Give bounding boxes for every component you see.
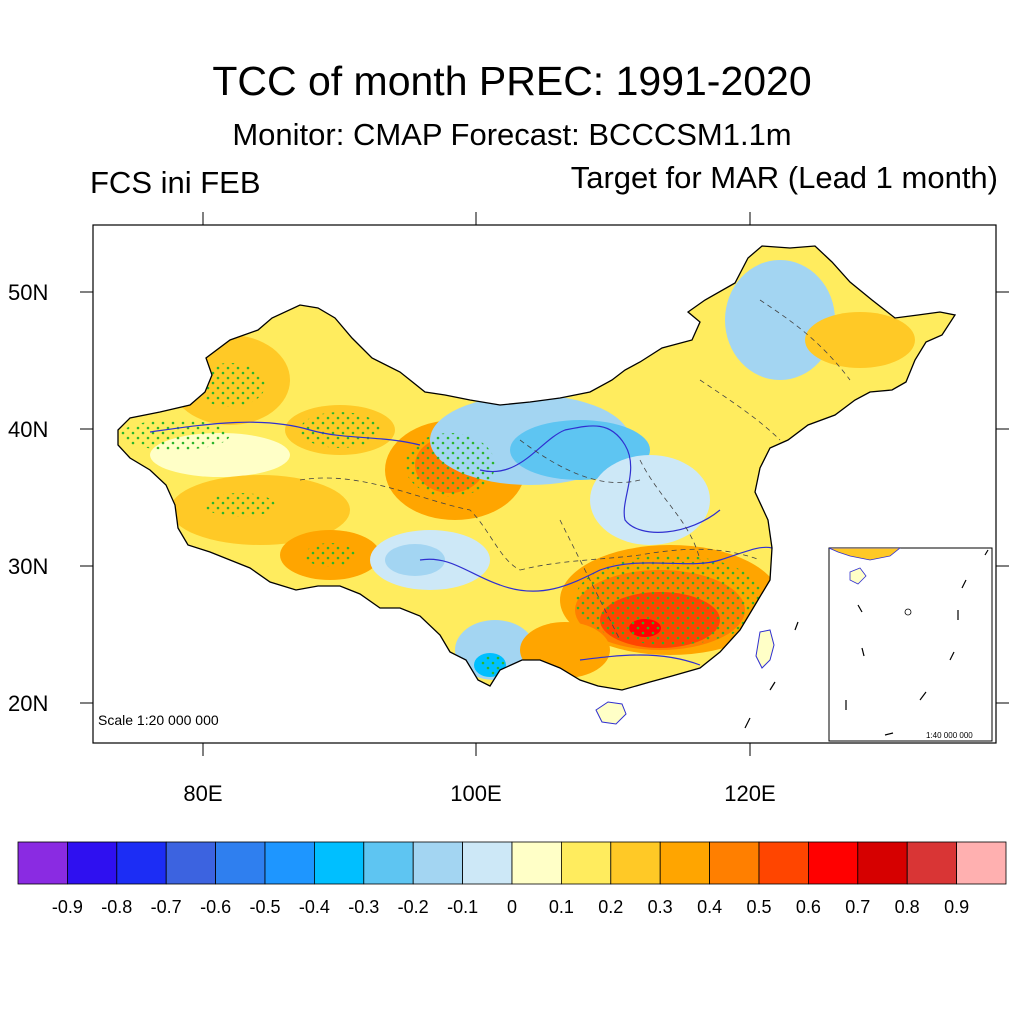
colorbar-tick-label: -0.1 <box>447 897 478 917</box>
field-patch <box>725 260 835 380</box>
province-boundaries <box>299 299 851 641</box>
target-month-label: Target for MAR (Lead 1 month) <box>570 160 998 195</box>
stipple-region <box>305 543 355 567</box>
inset-hainan <box>849 567 867 585</box>
colorbar-tick-label: -0.7 <box>151 897 182 917</box>
inset-scale-label: 1:40 000 000 <box>926 731 973 740</box>
colorbar-tick-label: 0.8 <box>895 897 920 917</box>
stipple-region <box>195 363 265 407</box>
south-china-sea-inset: 1:40 000 000 <box>828 547 993 742</box>
sea-dash <box>769 681 776 691</box>
significance-stipple <box>120 363 765 675</box>
inset-dash <box>857 604 863 613</box>
colorbar-tick-label: 0.5 <box>746 897 771 917</box>
chart-subtitle: Monitor: CMAP Forecast: BCCCSM1.1m <box>232 117 792 152</box>
colorbar-tick-label: -0.8 <box>101 897 132 917</box>
field-patch <box>385 544 445 576</box>
inset-dash <box>949 651 955 661</box>
tarim-river <box>149 421 421 446</box>
axis-ticks <box>80 212 1009 756</box>
colorbar-swatch <box>956 841 1007 885</box>
colorbar-tick-label: -0.3 <box>348 897 379 917</box>
lat-label-40: 40N <box>8 417 48 442</box>
boundary <box>759 299 851 381</box>
lon-label-80: 80E <box>183 781 222 806</box>
colorbar-swatch <box>17 841 68 885</box>
yangtze-river <box>419 546 773 592</box>
inset-dash <box>961 579 967 589</box>
chart-title: TCC of month PREC: 1991-2020 <box>212 58 812 104</box>
south-sea-dashes <box>744 621 799 729</box>
field-patch <box>805 312 915 368</box>
colorbar-swatch <box>264 841 315 885</box>
inset-coastline <box>829 548 901 561</box>
inset-dash <box>919 691 927 701</box>
initial-month-label: FCS ini FEB <box>90 165 261 200</box>
lat-label-20: 20N <box>8 691 48 716</box>
colorbar-swatch <box>906 841 958 885</box>
sea-dash <box>744 717 751 729</box>
colorbar-tick-label: -0.4 <box>299 897 330 917</box>
map-scale-label: Scale 1:20 000 000 <box>98 712 219 728</box>
stipple-region <box>300 412 380 448</box>
field-patch <box>590 455 710 545</box>
stipple-region <box>205 493 275 517</box>
colorbar <box>17 841 1007 885</box>
colorbar-tick-label: 0.3 <box>648 897 673 917</box>
colorbar-swatch <box>313 841 365 885</box>
stipple-region <box>120 420 230 450</box>
stipple-region <box>405 433 495 497</box>
colorbar-swatch <box>758 841 809 885</box>
colorbar-swatch <box>511 841 562 885</box>
yellow-river <box>479 425 721 533</box>
colorbar-swatch <box>462 841 513 885</box>
colorbar-swatch <box>659 841 711 885</box>
boundary <box>299 477 521 571</box>
boundary <box>699 379 781 441</box>
colorbar-swatch <box>610 841 661 885</box>
boundary <box>559 519 621 641</box>
colorbar-swatch <box>215 841 266 885</box>
colorbar-tick-label: 0 <box>507 897 517 917</box>
colorbar-tick-label: 0.2 <box>598 897 623 917</box>
lat-label-50: 50N <box>8 280 48 305</box>
colorbar-tick-label: -0.9 <box>52 897 83 917</box>
colorbar-swatch <box>412 841 464 885</box>
inset-dash <box>984 549 989 556</box>
colorbar-swatch <box>67 841 118 885</box>
inset-reef <box>904 608 912 616</box>
colorbar-swatch <box>116 841 167 885</box>
colorbar-tick-label: -0.2 <box>398 897 429 917</box>
pearl-river <box>579 654 701 666</box>
colorbar-swatch <box>363 841 414 885</box>
rivers <box>149 421 773 666</box>
colorbar-tick-label: -0.5 <box>249 897 280 917</box>
lon-label-120: 120E <box>724 781 775 806</box>
colorbar-labels: -0.9 -0.8 -0.7 -0.6 -0.5 -0.4 -0.3 -0.2 -0.1 0 0.1… <box>52 897 969 917</box>
colorbar-swatch <box>808 841 859 885</box>
boundary <box>519 548 761 571</box>
taiwan-island <box>755 629 775 669</box>
boundary <box>519 439 641 483</box>
colorbar-swatch <box>709 841 760 885</box>
lat-label-30: 30N <box>8 554 48 579</box>
inset-dashes <box>845 549 989 736</box>
colorbar-tick-label: -0.6 <box>200 897 231 917</box>
inset-dash <box>861 647 865 657</box>
colorbar-tick-label: 0.4 <box>697 897 722 917</box>
colorbar-tick-label: 0.6 <box>796 897 821 917</box>
hainan-island <box>595 701 627 725</box>
lon-label-100: 100E <box>450 781 501 806</box>
colorbar-swatch <box>561 841 612 885</box>
colorbar-tick-label: 0.7 <box>845 897 870 917</box>
china-border <box>117 245 957 691</box>
colorbar-swatch <box>857 841 908 885</box>
colorbar-tick-label: 0.1 <box>549 897 574 917</box>
colorbar-tick-label: 0.9 <box>944 897 969 917</box>
sea-dash <box>794 621 799 631</box>
inset-dash <box>884 732 894 736</box>
colorbar-swatch <box>165 841 216 885</box>
stipple-region <box>575 555 765 645</box>
